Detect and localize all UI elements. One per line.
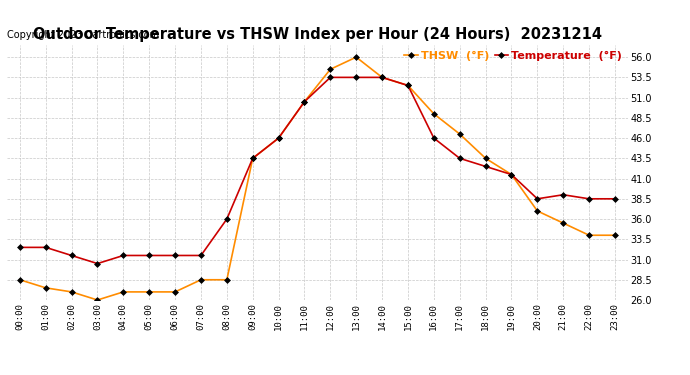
Temperature  (°F): [145, 253, 153, 258]
Temperature  (°F): [404, 83, 412, 88]
Line: THSW  (°F): THSW (°F): [18, 55, 617, 302]
Temperature  (°F): [300, 99, 308, 104]
THSW  (°F): [482, 156, 490, 160]
Temperature  (°F): [248, 156, 257, 160]
Temperature  (°F): [482, 164, 490, 169]
THSW  (°F): [248, 156, 257, 160]
Temperature  (°F): [41, 245, 50, 250]
THSW  (°F): [326, 67, 335, 72]
THSW  (°F): [197, 278, 205, 282]
Temperature  (°F): [611, 196, 619, 201]
Temperature  (°F): [326, 75, 335, 80]
THSW  (°F): [585, 233, 593, 237]
THSW  (°F): [352, 55, 360, 59]
THSW  (°F): [171, 290, 179, 294]
Temperature  (°F): [197, 253, 205, 258]
Temperature  (°F): [93, 261, 101, 266]
THSW  (°F): [507, 172, 515, 177]
Temperature  (°F): [378, 75, 386, 80]
THSW  (°F): [41, 286, 50, 290]
Legend: THSW  (°F), Temperature  (°F): THSW (°F), Temperature (°F): [404, 51, 622, 61]
Temperature  (°F): [223, 217, 231, 221]
THSW  (°F): [455, 132, 464, 136]
Temperature  (°F): [16, 245, 24, 250]
Temperature  (°F): [533, 196, 542, 201]
Line: Temperature  (°F): Temperature (°F): [18, 75, 617, 266]
Temperature  (°F): [585, 196, 593, 201]
Temperature  (°F): [119, 253, 128, 258]
THSW  (°F): [404, 83, 412, 88]
THSW  (°F): [378, 75, 386, 80]
THSW  (°F): [119, 290, 128, 294]
THSW  (°F): [300, 99, 308, 104]
Title: Outdoor Temperature vs THSW Index per Hour (24 Hours)  20231214: Outdoor Temperature vs THSW Index per Ho…: [33, 27, 602, 42]
Temperature  (°F): [275, 136, 283, 140]
Temperature  (°F): [455, 156, 464, 160]
THSW  (°F): [275, 136, 283, 140]
Temperature  (°F): [68, 253, 76, 258]
Temperature  (°F): [171, 253, 179, 258]
THSW  (°F): [223, 278, 231, 282]
Text: Copyright 2023 Cartronics.com: Copyright 2023 Cartronics.com: [7, 30, 159, 40]
Temperature  (°F): [559, 192, 567, 197]
THSW  (°F): [533, 209, 542, 213]
THSW  (°F): [611, 233, 619, 237]
THSW  (°F): [16, 278, 24, 282]
Temperature  (°F): [507, 172, 515, 177]
THSW  (°F): [430, 111, 438, 116]
THSW  (°F): [559, 221, 567, 225]
THSW  (°F): [93, 298, 101, 302]
Temperature  (°F): [430, 136, 438, 140]
THSW  (°F): [145, 290, 153, 294]
THSW  (°F): [68, 290, 76, 294]
Temperature  (°F): [352, 75, 360, 80]
